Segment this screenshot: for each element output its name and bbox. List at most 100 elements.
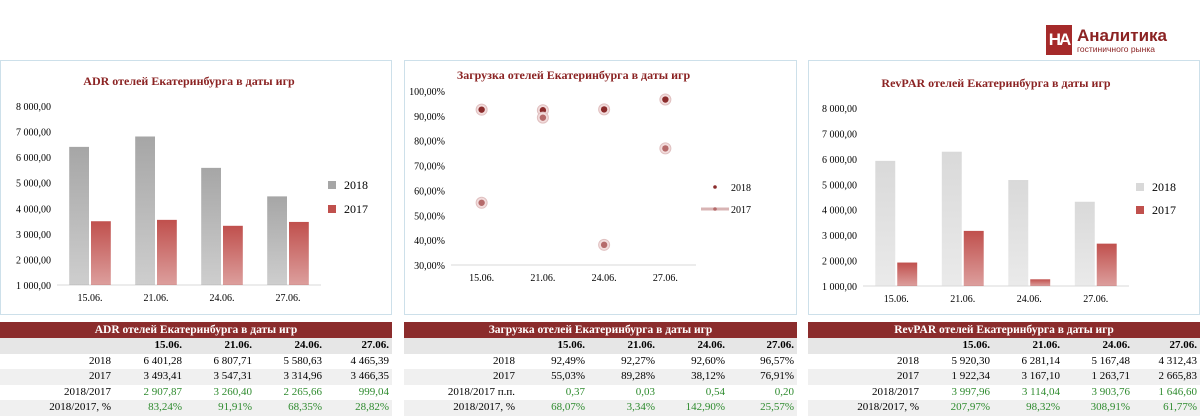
table-cell: 38,12%	[691, 370, 725, 382]
chart-title: RevPAR отелей Екатеринбурга в даты игр	[881, 76, 1110, 90]
table-cell: 3 903,76	[1091, 385, 1131, 398]
table-cell: 207,97%	[950, 401, 990, 413]
table-cell: 6 401,28	[143, 354, 183, 367]
table-header-row: 15.06. 21.06. 24.06. 27.06.	[404, 338, 797, 354]
table-cell: 96,57%	[760, 354, 794, 367]
table-title: ADR отелей Екатеринбурга в даты игр	[0, 322, 392, 338]
y-tick-label: 8 000,00	[822, 104, 857, 115]
table-cell: 89,28%	[621, 370, 655, 382]
point-2017-27.06.	[662, 145, 669, 152]
table-cell: 61,77%	[1163, 401, 1197, 413]
table-cell: 308,91%	[1090, 401, 1130, 413]
table-row: 2018/2017 2 907,87 3 260,40 2 265,66 999,04	[0, 385, 392, 401]
column-header: 27.06.	[1169, 339, 1198, 351]
logo-main-text: Аналитика	[1077, 25, 1167, 45]
table-cell: 5 580,63	[283, 354, 323, 367]
bar-2017-21.06.	[963, 230, 984, 286]
y-tick-label: 7 000,00	[822, 129, 857, 140]
revpar-table: RevPAR отелей Екатеринбурга в даты игр 15…	[808, 322, 1200, 416]
column-header: 27.06.	[766, 339, 795, 351]
legend-swatch	[713, 185, 717, 189]
adr-chart-panel: ADR отелей Екатеринбурга в даты игр 1 000…	[0, 60, 392, 315]
y-tick-label: 50,00%	[414, 211, 445, 222]
table-cell: 1 263,71	[1091, 370, 1131, 382]
legend-label: 2018	[344, 178, 368, 192]
table-cell: 142,90%	[685, 401, 725, 413]
chart-title: ADR отелей Екатеринбурга в даты игр	[83, 74, 295, 88]
table-cell: 28,82%	[355, 401, 389, 413]
table-cell: 999,04	[358, 385, 389, 398]
table-cell: 6 281,14	[1021, 354, 1061, 367]
column-header: 27.06.	[361, 339, 390, 351]
y-tick-label: 40,00%	[414, 236, 445, 247]
y-tick-label: 4 000,00	[822, 206, 857, 217]
revpar-chart-panel: RevPAR отелей Екатеринбурга в даты игр 1 …	[808, 60, 1200, 315]
table-cell: 5 167,48	[1091, 354, 1131, 367]
header-blank-cell	[0, 338, 115, 354]
bar-2018-24.06.	[201, 167, 221, 285]
table-cell: 1 646,60	[1158, 385, 1198, 398]
legend-swatch	[328, 205, 336, 213]
table-cell: 3 114,04	[1021, 385, 1060, 398]
table-cell: 3 997,96	[951, 385, 991, 398]
table-row: 2017 55,03% 89,28% 38,12% 76,91%	[404, 369, 797, 385]
table-header-row: 15.06. 21.06. 24.06. 27.06.	[0, 338, 392, 354]
table-cell: 4 465,39	[350, 354, 390, 367]
table-cell: 3 167,10	[1021, 370, 1061, 382]
y-tick-label: 100,00%	[409, 87, 445, 98]
x-tick-label: 27.06.	[276, 293, 301, 304]
row-label: 2018/2017, %	[49, 401, 111, 413]
table-cell: 76,91%	[760, 370, 794, 382]
table-row: 2018/2017 3 997,96 3 114,04 3 903,76 1 646,6…	[808, 385, 1200, 401]
y-tick-label: 5 000,00	[16, 179, 51, 190]
table-cell: 3,34%	[626, 401, 655, 413]
table-cell: 92,60%	[691, 354, 725, 367]
bar-2017-15.06.	[91, 221, 111, 285]
bar-2018-27.06.	[267, 196, 287, 285]
column-header: 21.06.	[224, 339, 253, 351]
table-cell: 68,35%	[288, 401, 322, 413]
row-label: 2018/2017, %	[857, 401, 919, 413]
table-row: 2018/2017 п.п. 0,37 0,03 0,54 0,20	[404, 385, 797, 401]
y-tick-label: 1 000,00	[822, 282, 857, 293]
column-header: 15.06.	[962, 339, 991, 351]
occupancy-table: Загрузка отелей Екатеринбурга в даты игр…	[404, 322, 797, 416]
bar-2018-24.06.	[1008, 180, 1029, 286]
point-2018-21.06.	[539, 107, 547, 114]
point-2017-15.06.	[478, 199, 485, 206]
table-row: 2018 5 920,30 6 281,14 5 167,48 4 312,43	[808, 354, 1200, 370]
table-cell: 2 665,83	[1158, 370, 1198, 382]
legend-label: 2018	[1152, 180, 1176, 194]
table-cell: 6 807,71	[213, 354, 253, 367]
bar-2018-27.06.	[1074, 201, 1095, 286]
table-row: 2018 6 401,28 6 807,71 5 580,63 4 465,39	[0, 354, 392, 370]
table-cell: 0,37	[565, 385, 585, 398]
table-cell: 2 907,87	[143, 385, 183, 398]
x-tick-label: 24.06.	[1017, 294, 1042, 305]
x-tick-label: 27.06.	[1083, 294, 1108, 305]
header-blank-cell	[808, 338, 923, 354]
table-cell: 5 920,30	[951, 354, 991, 367]
bar-2017-27.06.	[289, 221, 309, 285]
table-cell: 1 922,34	[951, 370, 991, 382]
bar-2017-15.06.	[897, 262, 918, 286]
table-cell: 2 265,66	[283, 385, 323, 398]
table-cell: 91,91%	[218, 401, 252, 413]
y-tick-label: 6 000,00	[822, 155, 857, 166]
table-cell: 83,24%	[148, 401, 182, 413]
chart-title: Загрузка отелей Екатеринбурга в даты игр	[457, 68, 691, 82]
table-row: 2017 1 922,34 3 167,10 1 263,71 2 665,83	[808, 369, 1200, 385]
row-label: 2018/2017 п.п.	[447, 385, 515, 398]
x-tick-label: 15.06.	[884, 294, 909, 305]
row-label: 2018/2017, %	[453, 401, 515, 413]
y-tick-label: 70,00%	[414, 162, 445, 173]
column-header: 24.06.	[294, 339, 323, 351]
y-tick-label: 60,00%	[414, 186, 445, 197]
row-label: 2018	[493, 354, 515, 367]
bar-2017-24.06.	[223, 225, 243, 285]
occupancy-chart: Загрузка отелей Екатеринбурга в даты игр…	[409, 68, 751, 284]
legend-label: 2017	[344, 202, 368, 216]
table-cell: 4 312,43	[1158, 354, 1198, 367]
column-header: 21.06.	[627, 339, 656, 351]
table-cell: 92,27%	[621, 354, 655, 367]
